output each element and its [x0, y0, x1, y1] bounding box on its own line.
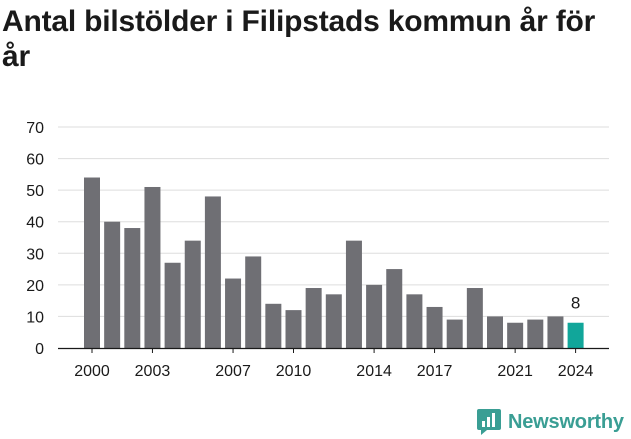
brand[interactable]: Newsworthy [476, 408, 624, 436]
brand-name: Newsworthy [508, 410, 624, 433]
bar-2016 [406, 294, 423, 348]
y-tick-label: 30 [26, 246, 44, 263]
x-axis: 2000 2003 2007 2010 2014 2017 2021 2024 [58, 347, 609, 380]
bars [84, 177, 584, 348]
x-tick-label: 2007 [215, 363, 251, 380]
bar-2019 [466, 288, 483, 348]
y-axis-ticks: 0 10 20 30 40 50 60 70 [26, 120, 44, 358]
bar-2008 [245, 256, 262, 348]
data-label-2024: 8 [571, 294, 580, 313]
bar-2020 [487, 316, 503, 348]
bar-2001 [104, 221, 121, 348]
y-tick-label: 10 [26, 309, 44, 326]
bar-2023 [547, 316, 564, 348]
bar-2005 [184, 240, 201, 348]
x-tick-label: 2003 [135, 363, 171, 380]
x-tick-label: 2010 [276, 363, 312, 380]
bar-2015 [386, 269, 403, 348]
x-tick-label: 2024 [558, 363, 594, 380]
bar-2006 [204, 196, 221, 348]
y-tick-label: 70 [26, 120, 44, 137]
bar-2007 [225, 278, 242, 348]
bar-2022 [527, 319, 544, 348]
bar-2012 [325, 294, 342, 348]
bar-2004 [164, 262, 181, 348]
y-tick-label: 50 [26, 183, 44, 200]
y-tick-label: 60 [26, 152, 44, 169]
y-tick-label: 40 [26, 215, 44, 232]
y-tick-label: 0 [35, 341, 44, 358]
x-tick-label: 2000 [74, 363, 110, 380]
x-tick-label: 2014 [356, 363, 392, 380]
bar-2013 [345, 240, 362, 348]
bar-2011 [305, 288, 322, 348]
newsworthy-logo-icon [477, 409, 501, 435]
bar-2021 [507, 322, 524, 348]
y-tick-label: 20 [26, 278, 44, 295]
chart-title: Antal bilstölder i Filipstads kommun år … [2, 5, 596, 73]
bar-2009 [265, 303, 282, 348]
bar-2000 [84, 177, 100, 348]
data-labels: 8 [571, 294, 580, 313]
gridlines [58, 126, 609, 317]
bar-2010 [285, 310, 302, 348]
bar-2018 [446, 319, 463, 348]
x-tick-label: 2021 [497, 363, 533, 380]
bar-2002 [124, 228, 141, 348]
bar-2014 [366, 284, 383, 348]
bar-2003 [144, 186, 161, 348]
bar-2024 [567, 322, 584, 348]
x-tick-label: 2017 [417, 363, 453, 380]
bar-2017 [426, 306, 443, 348]
